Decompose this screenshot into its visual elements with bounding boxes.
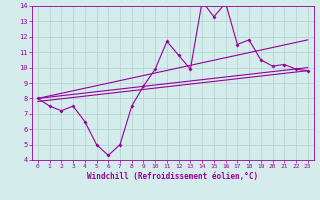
X-axis label: Windchill (Refroidissement éolien,°C): Windchill (Refroidissement éolien,°C) [87, 172, 258, 181]
